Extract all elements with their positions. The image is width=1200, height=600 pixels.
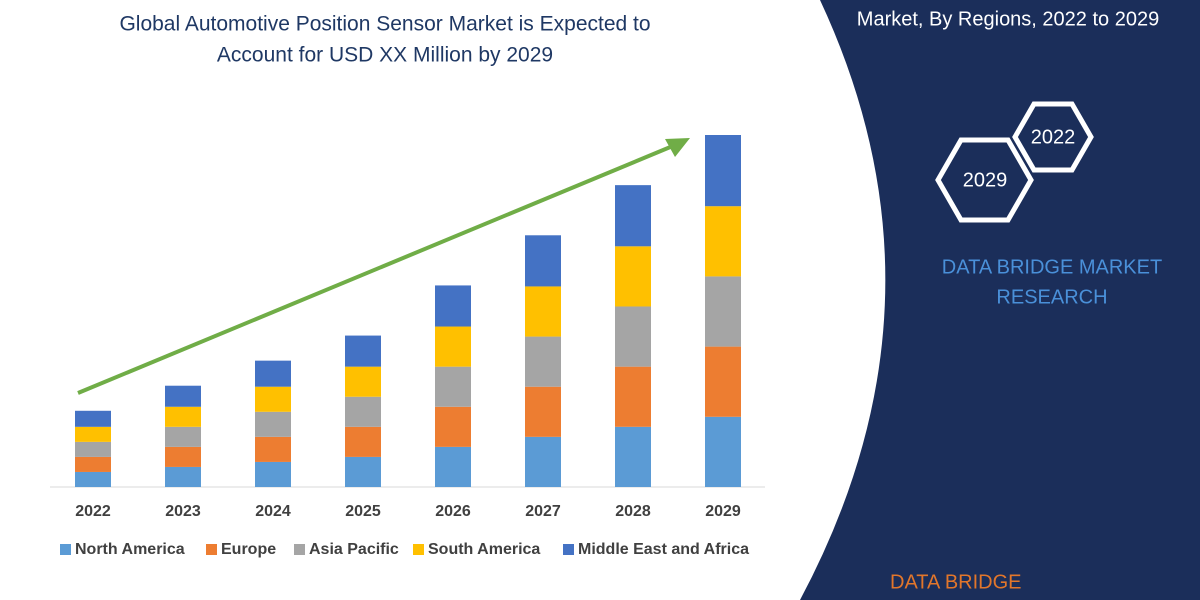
trend-arrow	[77, 141, 681, 395]
x-tick-label: 2027	[525, 503, 561, 520]
bar-segment	[615, 185, 651, 247]
logo: DATA BRIDGE	[890, 571, 1022, 593]
x-tick-label: 2026	[435, 503, 471, 520]
arrow-head	[665, 138, 690, 157]
bar-segment	[255, 386, 291, 412]
bar-segment	[165, 406, 201, 427]
bar-segment	[75, 410, 111, 427]
side-panel	[800, 0, 1200, 600]
bar-segment	[345, 456, 381, 487]
bar-segment	[345, 366, 381, 397]
bar-segment	[525, 336, 561, 387]
legend-swatch	[563, 544, 574, 555]
bar-segment	[525, 286, 561, 337]
badge: 2029	[963, 169, 1008, 191]
chart-title: Account for USD XX Million by 2029	[217, 44, 553, 67]
legend-label: Middle East and Africa	[578, 541, 749, 558]
bar-segment	[345, 335, 381, 367]
bar-segment	[705, 276, 741, 347]
legend-swatch	[60, 544, 71, 555]
brand: RESEARCH	[996, 286, 1107, 308]
brand: DATA BRIDGE MARKET	[942, 256, 1162, 278]
bar-segment	[75, 426, 111, 442]
bar-segment	[165, 385, 201, 407]
x-tick-label: 2029	[705, 503, 741, 520]
legend-swatch	[294, 544, 305, 555]
bar-segment	[525, 436, 561, 487]
bar-segment	[525, 235, 561, 287]
bar-segment	[435, 326, 471, 367]
bar-segment	[705, 416, 741, 487]
bar-segment	[705, 346, 741, 417]
bar-segment	[705, 135, 741, 207]
x-tick-label: 2028	[615, 503, 651, 520]
bar-segment	[255, 436, 291, 462]
legend-label: Asia Pacific	[309, 541, 399, 558]
chart-title: Global Automotive Position Sensor Market…	[119, 13, 650, 36]
bar-segment	[705, 206, 741, 277]
bar-segment	[345, 396, 381, 427]
legend-label: South America	[428, 541, 540, 558]
panel-heading: Market, By Regions, 2022 to 2029	[857, 8, 1159, 30]
x-tick-label: 2024	[255, 503, 291, 520]
x-tick-label: 2023	[165, 503, 201, 520]
bar-segment	[165, 446, 201, 467]
hexagon	[1012, 101, 1094, 173]
bar-segment	[615, 246, 651, 307]
legend-label: Europe	[221, 541, 276, 558]
bar-segment	[255, 411, 291, 437]
bar-segment	[435, 285, 471, 327]
bar-segment	[165, 426, 201, 447]
bar-segment	[255, 360, 291, 387]
legend-swatch	[413, 544, 424, 555]
bar-segment	[435, 406, 471, 447]
legend-label: North America	[75, 541, 185, 558]
bar-segment	[345, 426, 381, 457]
x-tick-label: 2022	[75, 503, 111, 520]
x-tick-label: 2025	[345, 503, 381, 520]
bar-segment	[615, 306, 651, 367]
hexagon	[935, 137, 1034, 223]
bar-segment	[75, 471, 111, 487]
bar-segment	[435, 446, 471, 487]
bar-segment	[255, 461, 291, 487]
bar-segment	[615, 366, 651, 427]
bar-segment	[525, 386, 561, 437]
bar-segment	[435, 366, 471, 407]
bar-segment	[165, 466, 201, 487]
bar-segment	[75, 441, 111, 457]
bar-segment	[615, 426, 651, 487]
bar-segment	[75, 456, 111, 472]
legend-swatch	[206, 544, 217, 555]
badge: 2022	[1031, 126, 1076, 148]
